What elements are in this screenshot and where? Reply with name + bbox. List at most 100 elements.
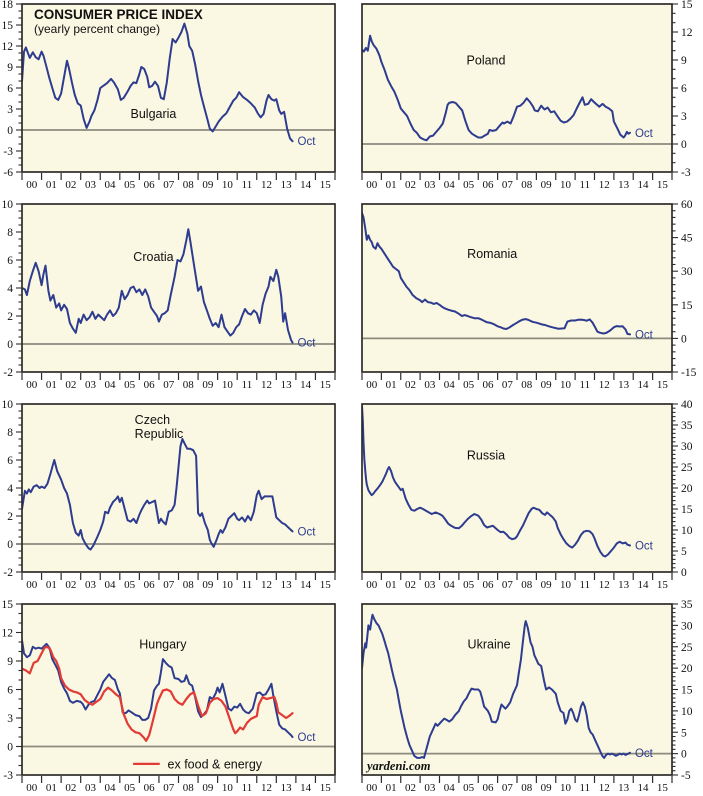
x-axis-tick-label: 12	[599, 579, 610, 591]
chart-croatia: -2 0 2 4 6 8 10 00 01 02 03 04 05 06 07 08 09 10 11 12 13 14 1…	[0, 200, 351, 400]
x-axis-tick-label: 02	[405, 379, 416, 391]
x-axis-tick-label: 10	[222, 379, 234, 391]
y-axis-tick-label: 30	[681, 441, 693, 453]
y-axis-tick-label: 5	[681, 546, 687, 558]
y-axis-tick-label: 35	[681, 420, 693, 432]
x-axis-tick-label: 00	[26, 782, 38, 794]
x-axis-tick-label: 11	[242, 782, 253, 794]
y-axis-tick-label: 0	[681, 139, 687, 151]
x-axis-tick-label: 01	[46, 179, 57, 191]
y-axis-tick-label: -3	[3, 770, 13, 782]
country-label: Poland	[467, 53, 506, 67]
y-axis-tick-label: -2	[3, 567, 13, 579]
x-axis-tick-label: 06	[144, 379, 156, 391]
y-axis-tick-label: 5	[681, 727, 687, 739]
y-axis-tick-label: 40	[681, 400, 693, 411]
romania-plot: -15 0 15 30 45 60 00 01 02 03 04 05 06 07 08 09 10 11 12 13…	[361, 200, 697, 391]
x-axis-tick-label: 05	[124, 782, 136, 794]
x-axis: 00 01 02 03 04 05 06 07 08 09 10 11 12 13 14 15	[21, 373, 336, 391]
x-axis-tick-label: 15	[320, 782, 332, 794]
y-axis-tick-label: 10	[2, 400, 14, 411]
x-axis-tick-label: 06	[482, 379, 494, 391]
x-axis-tick-label: 03	[85, 179, 97, 191]
y-axis-tick-label: 15	[2, 600, 14, 611]
x-axis-tick-label: 07	[502, 579, 514, 591]
y-axis-tick-label: 8	[7, 427, 13, 439]
x-axis-tick-label: 04	[444, 579, 456, 591]
y-axis: -2 0 2 4 6 8 10	[2, 400, 22, 579]
x-axis-tick-label: 02	[405, 179, 416, 191]
x-axis-tick-label: 13	[281, 379, 293, 391]
x-axis-tick-label: 12	[599, 782, 610, 794]
x-axis-tick-label: 06	[482, 179, 494, 191]
x-axis-tick-label: 04	[105, 379, 117, 391]
x-axis: 00 01 02 03 04 05 06 07 08 09 10 11 12 13 14 15	[361, 776, 673, 794]
x-axis-tick-label: 13	[618, 782, 630, 794]
y-axis-tick-label: 2	[7, 511, 13, 523]
x-axis-tick-label: 08	[183, 379, 195, 391]
cpi-line	[362, 212, 631, 336]
x-axis-tick-label: 15	[657, 782, 669, 794]
x-axis-tick-label: 06	[144, 782, 156, 794]
x-axis-tick-label: 04	[105, 782, 117, 794]
cpi-line	[362, 405, 631, 558]
x-axis-tick-label: 01	[386, 579, 397, 591]
series-group	[362, 405, 631, 558]
ex-food-energy-line	[22, 645, 294, 742]
chart-ukraine: -5 0 5 10 15 20 25 30 35 00 01 02 03 04 05 06 07 08 09 10 11…	[352, 600, 703, 796]
series-group	[22, 639, 294, 742]
series-group	[362, 212, 631, 336]
y-axis-tick-label: 15	[681, 0, 693, 11]
x-axis-tick-label: 02	[405, 579, 416, 591]
y-axis-tick-label: 30	[681, 266, 693, 278]
x-axis-tick-label: 08	[183, 579, 195, 591]
y-axis-tick-label: 4	[7, 483, 13, 495]
x-axis-tick-label: 07	[502, 379, 514, 391]
x-axis-tick-label: 03	[85, 579, 97, 591]
x-axis-tick-label: 08	[183, 782, 195, 794]
cpi-line	[22, 639, 294, 738]
y-axis-tick-label: 10	[681, 706, 693, 718]
y-axis-tick-label: 9	[7, 62, 13, 74]
y-axis: -5 0 5 10 15 20 25 30 35	[672, 600, 693, 782]
x-axis-tick-label: 07	[163, 379, 175, 391]
x-axis-tick-label: 03	[85, 379, 97, 391]
chart-romania: -15 0 15 30 45 60 00 01 02 03 04 05 06 07 08 09 10 11 12 13…	[352, 200, 703, 400]
x-axis-tick-label: 15	[657, 379, 669, 391]
series-group	[362, 613, 631, 759]
y-axis-tick-label: 60	[681, 200, 693, 211]
x-axis-tick-label: 00	[366, 179, 378, 191]
x-axis-tick-label: 00	[366, 379, 378, 391]
plot-area	[22, 204, 335, 372]
x-axis-tick-label: 03	[424, 379, 436, 391]
x-axis-tick-label: 03	[424, 782, 436, 794]
x-axis-tick-label: 00	[26, 579, 38, 591]
y-axis-tick-label: 30	[681, 620, 693, 632]
x-axis-tick-label: 05	[463, 179, 475, 191]
x-axis-tick-label: 14	[300, 179, 312, 191]
y-axis: 0 5 10 15 20 25 30 35 40	[672, 400, 693, 579]
chart-hungary: -3 0 3 6 9 12 15 00 01 02 03 04 05 06 07 08 09 10 11 12 13 14…	[0, 600, 351, 796]
y-axis-tick-label: 8	[7, 227, 13, 239]
x-axis-tick-label: 15	[320, 579, 332, 591]
chart-russia: 0 5 10 15 20 25 30 35 40 00 01 02 03 04 05 06 07 08 09 10 11…	[352, 400, 703, 600]
x-axis-tick-label: 09	[541, 579, 553, 591]
y-axis: -15 0 15 30 45 60	[672, 200, 697, 379]
x-axis-tick-label: 01	[46, 379, 57, 391]
chart-bulgaria: -6 -3 0 3 6 9 12 15 18 00 01 02 03 04 05 06 07 08 09 10 11 12…	[0, 0, 351, 200]
y-axis: -3 0 3 6 9 12 15	[2, 600, 22, 782]
y-axis-tick-label: 6	[681, 83, 687, 95]
y-axis-tick-label: 12	[2, 628, 14, 640]
x-axis-tick-label: 03	[424, 579, 436, 591]
y-axis-tick-label: 3	[7, 713, 13, 725]
oct-label: Oct	[298, 732, 317, 744]
y-axis-tick-label: 25	[681, 462, 693, 474]
y-axis-tick-label: 6	[7, 255, 13, 267]
x-axis-tick-label: 01	[46, 782, 57, 794]
x-axis-tick-label: 09	[202, 379, 214, 391]
x-axis-tick-label: 06	[482, 579, 494, 591]
x-axis-tick-label: 14	[300, 379, 312, 391]
